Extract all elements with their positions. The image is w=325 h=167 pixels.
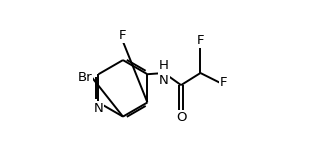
Text: N: N bbox=[94, 103, 103, 115]
Text: F: F bbox=[119, 29, 127, 42]
Text: F: F bbox=[197, 34, 204, 47]
Text: Br: Br bbox=[78, 71, 92, 84]
Text: O: O bbox=[176, 111, 186, 124]
Text: F: F bbox=[220, 76, 227, 89]
Text: H
N: H N bbox=[159, 59, 169, 87]
